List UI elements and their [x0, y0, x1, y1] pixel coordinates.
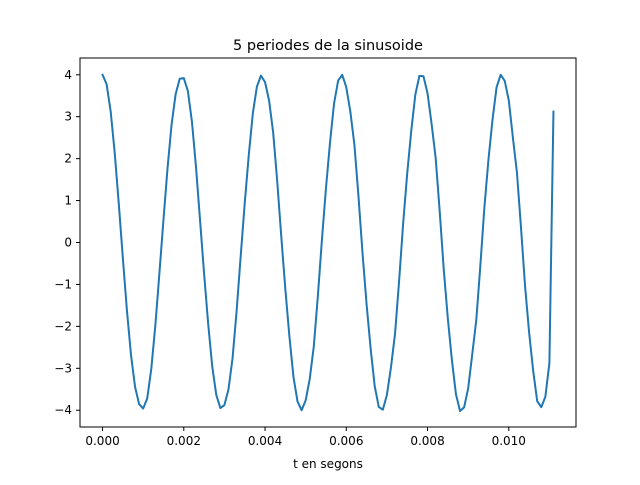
x-tick-label: 0.008: [410, 434, 444, 448]
y-tick-label: 1: [64, 194, 72, 208]
y-tick-label: 3: [64, 110, 72, 124]
y-tick-label: 2: [64, 152, 72, 166]
x-tick-label: 0.000: [85, 434, 119, 448]
series-line: [101, 73, 555, 412]
y-axis: −4 −3 −2 −1 0 1 2 3 4: [54, 68, 80, 417]
y-tick-label: −4: [54, 403, 72, 417]
x-axis-label: t en segons: [293, 457, 363, 471]
y-tick-label: 4: [64, 68, 72, 82]
x-axis: 0.000 0.002 0.004 0.006 0.008 0.010: [85, 427, 526, 448]
y-tick-label: 0: [64, 236, 72, 250]
x-tick-label: 0.010: [492, 434, 526, 448]
x-tick-label: 0.002: [167, 434, 201, 448]
x-tick-label: 0.004: [248, 434, 282, 448]
x-tick-label: 0.006: [329, 434, 363, 448]
chart-title: 5 periodes de la sinusoide: [233, 38, 423, 54]
y-tick-label: −1: [54, 277, 72, 291]
y-tick-label: −2: [54, 319, 72, 333]
y-tick-label: −3: [54, 361, 72, 375]
